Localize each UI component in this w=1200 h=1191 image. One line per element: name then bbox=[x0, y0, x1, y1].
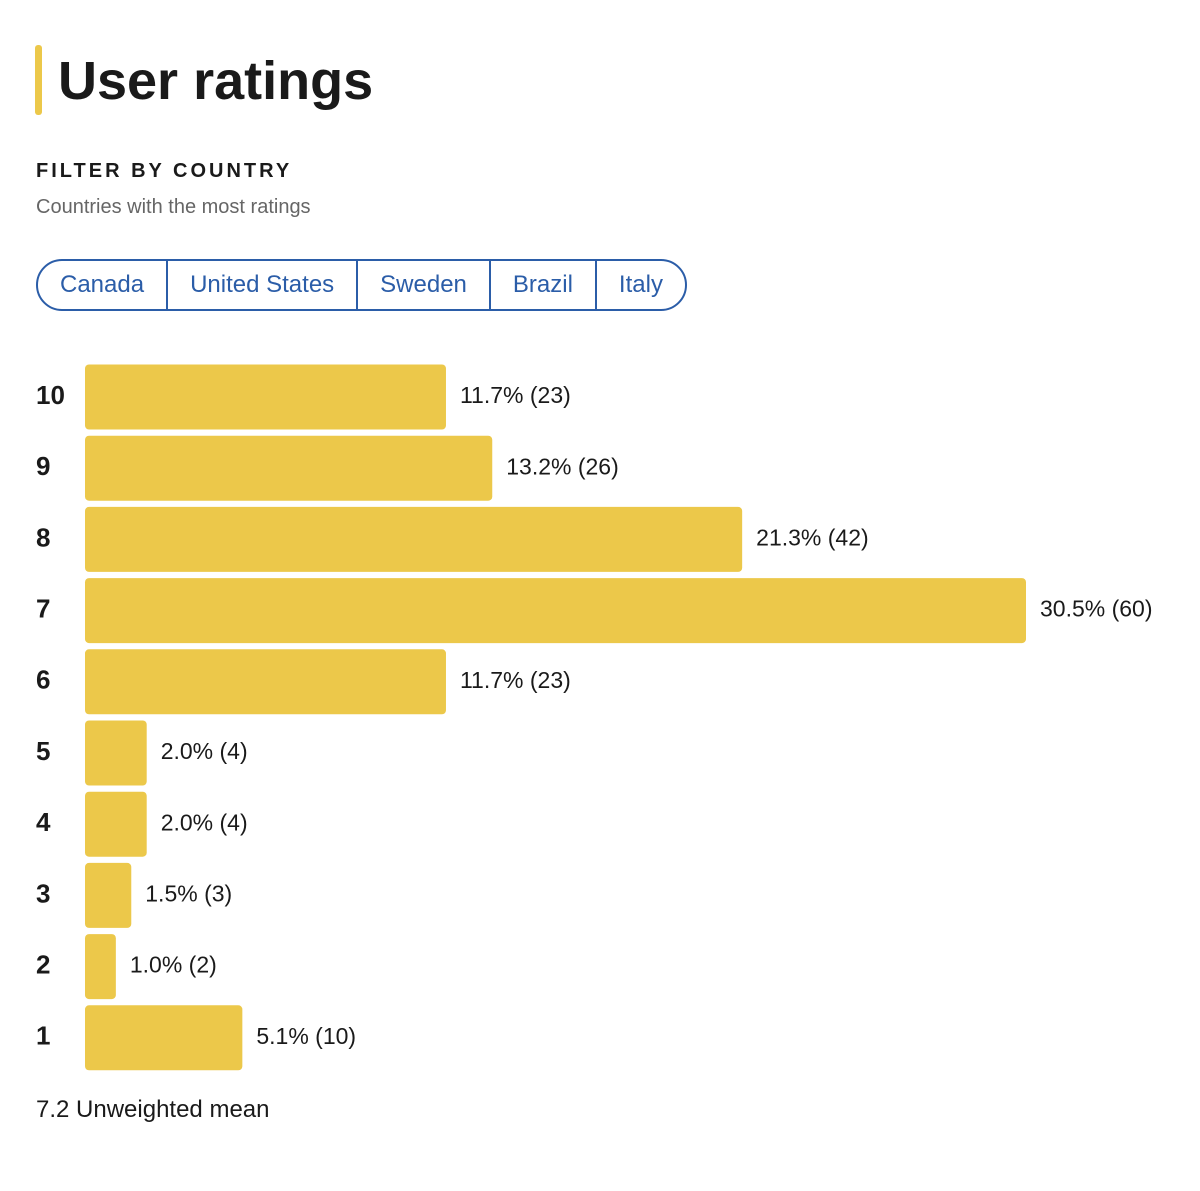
title-accent bbox=[35, 45, 42, 115]
country-button[interactable]: Canada bbox=[60, 271, 145, 298]
country-button[interactable]: United States bbox=[166, 261, 356, 309]
category-label: 9 bbox=[36, 451, 50, 481]
value-label: 2.0% (4) bbox=[161, 738, 248, 764]
category-label: 7 bbox=[36, 593, 50, 623]
bar bbox=[85, 720, 147, 786]
mean: 7.2 Unweighted mean bbox=[36, 1096, 270, 1123]
country-button[interactable]: Brazil bbox=[488, 261, 595, 309]
value-label: 11.7% (23) bbox=[460, 382, 571, 408]
country-button[interactable]: Sweden bbox=[356, 261, 489, 309]
filter-subtitle: Countries with the most ratings bbox=[36, 196, 311, 218]
category-label: 5 bbox=[36, 736, 50, 766]
value-label: 21.3% (42) bbox=[756, 524, 869, 550]
country-filter: Canada United States Sweden Brazil Italy bbox=[36, 259, 687, 311]
value-label: 5.1% (10) bbox=[256, 1023, 356, 1049]
value-label: 13.2% (26) bbox=[506, 453, 619, 479]
bar bbox=[85, 506, 743, 572]
bar bbox=[85, 934, 116, 1000]
value-label: 11.7% (23) bbox=[460, 667, 571, 693]
bar bbox=[85, 862, 132, 928]
category-label: 4 bbox=[36, 807, 51, 837]
value-label: 1.5% (3) bbox=[145, 880, 232, 906]
category-label: 6 bbox=[36, 665, 50, 695]
bar bbox=[85, 578, 1026, 644]
bar bbox=[85, 649, 446, 715]
filter-label: FILTER BY COUNTRY bbox=[36, 160, 293, 182]
category-label: 10 bbox=[36, 380, 65, 410]
bar bbox=[85, 791, 147, 857]
value-label: 1.0% (2) bbox=[130, 952, 217, 978]
bar bbox=[85, 364, 446, 430]
title: User ratings bbox=[58, 51, 374, 111]
category-label: 1 bbox=[36, 1021, 50, 1051]
value-label: 30.5% (60) bbox=[1040, 596, 1153, 622]
chart: 10 11.7% (23) 9 13.2% (26) 8 21.3% (42) 7 30.5%… bbox=[36, 364, 1153, 1071]
category-label: 8 bbox=[36, 522, 50, 552]
country-button[interactable]: Italy bbox=[594, 261, 685, 309]
bar bbox=[85, 435, 493, 501]
category-label: 2 bbox=[36, 949, 50, 979]
category-label: 3 bbox=[36, 878, 50, 908]
value-label: 2.0% (4) bbox=[161, 809, 248, 835]
bar bbox=[85, 1005, 243, 1071]
